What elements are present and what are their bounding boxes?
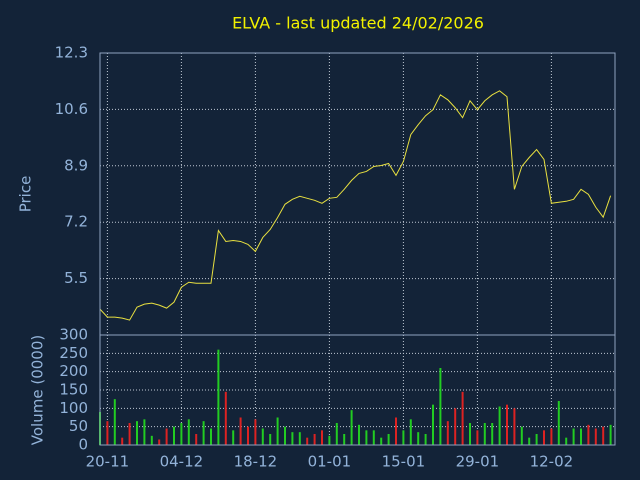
volume-bar [491,423,494,445]
volume-bar [594,428,597,445]
y-tick-label: 5.5 [64,269,88,287]
volume-bar [180,423,183,445]
y-tick-label: 10.6 [55,100,88,118]
volume-bar [424,434,427,445]
volume-bar [439,368,442,445]
volume-bar [609,424,612,445]
volume-bar [284,426,286,445]
volume-bar [395,417,397,445]
volume-bar [261,428,264,445]
volume-bar [402,430,405,445]
volume-bar [454,408,457,445]
volume-bar [350,410,353,445]
volume-bar [306,437,309,445]
volume-bar [565,437,568,445]
volume-bar [528,437,531,445]
volume-bar [210,428,212,445]
volume-bar [535,434,538,445]
volume-bar [380,437,383,445]
volume-bar [269,434,272,445]
volume-bar [432,404,434,445]
volume-bar [335,423,338,445]
volume-bar [106,421,109,445]
volume-bar [187,419,190,445]
x-tick-label: 04-12 [160,453,204,471]
volume-bar [387,434,390,445]
volume-bar [224,391,227,445]
volume-bar [587,424,590,445]
volume-bar [520,426,523,445]
volume-bar [358,424,360,445]
volume-bar [498,406,501,445]
volume-bar [232,430,235,445]
volume-bar [409,419,412,445]
volume-bar [321,430,323,445]
volume-bar [543,430,545,445]
volume-bar [173,426,175,445]
volume-bar [550,428,553,445]
volume-axis-label: Volume (0000) [29,335,47,445]
volume-bar [113,399,116,445]
volume-bar [158,439,161,445]
volume-bar [202,421,205,445]
y-tick-label: 8.9 [64,156,88,174]
plot-frame [99,334,616,446]
volume-bar [513,408,516,445]
y-tick-label: 300 [59,326,88,344]
volume-bar [446,421,449,445]
volume-bar [557,401,560,445]
y-tick-label: 50 [69,417,88,435]
volume-bar [136,421,138,445]
volume-bar [143,419,146,445]
volume-bar [254,419,257,445]
volume-bar [461,391,464,445]
volume-bar [476,430,479,445]
volume-bar [417,432,420,445]
plot-frame [99,52,616,336]
volume-bar [239,417,242,445]
volume-bar [343,434,346,445]
y-tick-label: 7.2 [64,213,88,231]
x-tick-label: 20-11 [86,453,130,471]
chart-title: ELVA - last updated 24/02/2026 [232,14,484,33]
y-tick-label: 250 [59,344,88,362]
volume-bar [276,417,279,445]
y-tick-label: 200 [59,362,88,380]
price-axis-label: Price [17,176,35,213]
price-line [99,90,612,321]
x-tick-label: 15-01 [382,453,426,471]
volume-bar [372,430,375,445]
volume-bar [247,426,249,445]
volume-bar [506,404,508,445]
y-tick-label: 150 [59,381,88,399]
volume-bar [121,437,124,445]
volume-bar [165,428,168,445]
volume-bar [469,423,471,445]
volume-bar [298,432,301,445]
volume-bar [195,434,198,445]
volume-bar [602,426,605,445]
x-tick-label: 12-02 [530,453,574,471]
volume-bar [328,435,331,445]
volume-bar [365,430,368,445]
volume-bar [572,428,575,445]
y-tick-label: 0 [78,436,88,454]
volume-bar [150,435,153,445]
volume-bar [313,434,316,445]
x-tick-label: 01-01 [308,453,352,471]
x-tick-label: 18-12 [234,453,278,471]
volume-bar [483,423,486,445]
y-tick-label: 12.3 [55,44,88,62]
y-tick-label: 100 [59,399,88,417]
volume-bar [580,428,582,445]
x-tick-label: 29-01 [456,453,500,471]
volume-bar [128,423,131,445]
volume-bar [217,349,220,445]
volume-bar [291,432,294,445]
